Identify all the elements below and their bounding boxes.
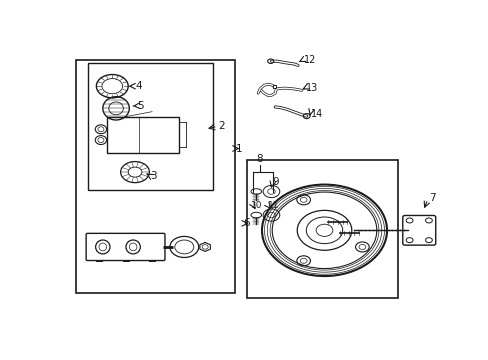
Text: 14: 14	[310, 109, 322, 119]
Bar	[76, 60, 235, 293]
Text: 5: 5	[137, 100, 143, 111]
Text: 11: 11	[267, 201, 279, 210]
Text: 3: 3	[150, 171, 157, 181]
Bar	[246, 159, 398, 298]
Bar	[272, 85, 276, 88]
Text: 2: 2	[218, 121, 224, 131]
Text: 9: 9	[272, 177, 278, 187]
Text: 1: 1	[236, 144, 243, 153]
Text: 8: 8	[256, 154, 263, 164]
Bar	[87, 63, 212, 190]
Text: 4: 4	[135, 81, 142, 91]
Text: 7: 7	[428, 193, 434, 203]
Text: 6: 6	[243, 219, 249, 228]
Text: 13: 13	[305, 83, 317, 93]
Text: 12: 12	[303, 55, 315, 65]
Text: 10: 10	[251, 201, 263, 210]
